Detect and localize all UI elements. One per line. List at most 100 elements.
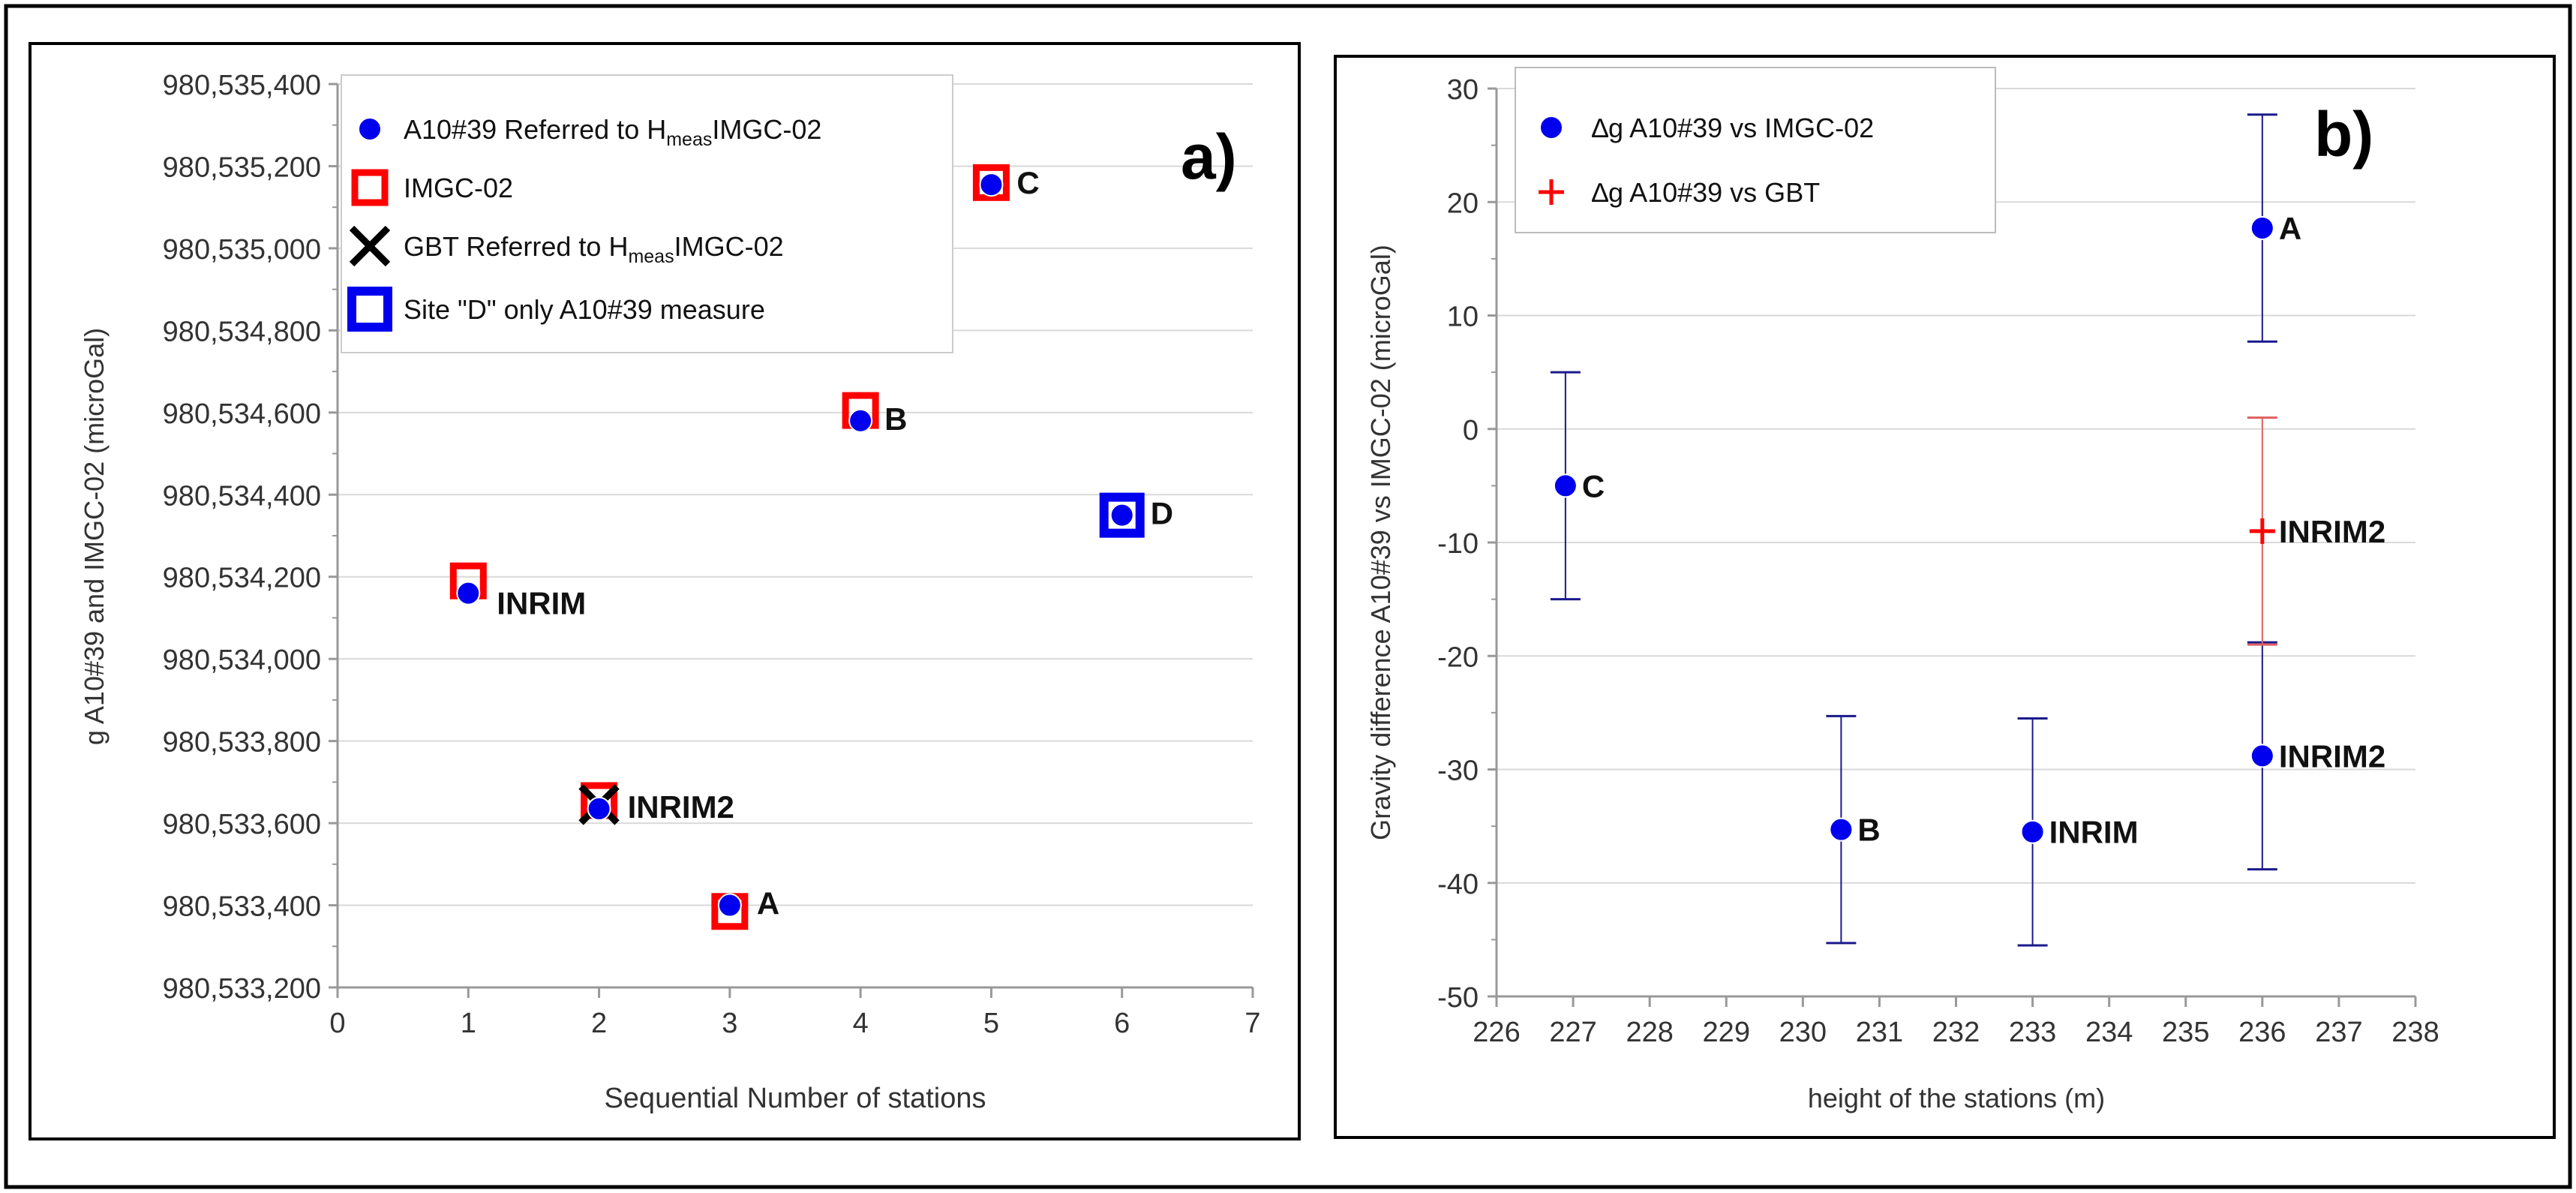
panel-a-point-circle <box>1109 503 1134 527</box>
panel-b-x-tick-label: 226 <box>1473 1017 1520 1048</box>
panel-a-y-tick-label: 980,534,000 <box>163 645 321 676</box>
panel-a-x-tick-label: 3 <box>722 1008 737 1039</box>
panel-a-y-tick-label: 980,535,000 <box>163 234 321 266</box>
panel-b-legend-symbol-circle <box>1539 116 1563 140</box>
panel-a-x-tick-label: 0 <box>329 1008 345 1039</box>
panel-a-point-label: A <box>757 886 779 921</box>
panel-b-y-tick-label: 20 <box>1447 188 1479 219</box>
panel-b-y-tick-label: -30 <box>1437 756 1479 787</box>
panel-a-legend-entry: IMGC-02 <box>404 173 513 203</box>
panel-a-y-tick-label: 980,534,400 <box>163 480 321 512</box>
panel-b-point-label: C <box>1582 468 1605 503</box>
panel-b-point-label: INRIM <box>2049 815 2139 850</box>
panel-b-x-tick-label: 238 <box>2391 1017 2439 1048</box>
panel-b-x-axis-label: height of the stations (m) <box>1808 1083 2105 1113</box>
panel-b-y-ticks: -50 -40 -30 -20 -10 0 10 20 30 <box>1437 74 1497 1014</box>
panel-a-y-tick-label: 980,535,200 <box>163 152 321 183</box>
panel-a-y-tick-label: 980,533,800 <box>163 727 321 759</box>
panel-b-point-circle <box>1829 817 1854 842</box>
panel-b-point-label: A <box>2279 211 2301 246</box>
panel-b-x-tick-label: 232 <box>1932 1017 1980 1048</box>
panel-b-point-label: B <box>1857 813 1880 848</box>
panel-a-marks <box>449 164 1145 930</box>
panel-b-x-tick-label: 228 <box>1626 1017 1673 1048</box>
panel-b-x-tick-label: 233 <box>2009 1017 2056 1048</box>
panel-b-marks <box>1550 113 2277 947</box>
panel-b-x-tick-label: 229 <box>1703 1017 1750 1048</box>
panel-a-y-ticks: 980,533,200 980,533,400 980,533,600 980,533… <box>163 70 338 1005</box>
panel-a-point-label: INRIM <box>497 586 586 621</box>
panel-b-legend: ∆g A10#39 vs IMGC-02 ∆g A10#39 vs GBT <box>1515 67 1996 233</box>
panel-a-point-label: C <box>1016 165 1039 200</box>
panel-a-y-tick-label: 980,535,400 <box>163 70 321 101</box>
panel-a-point-label: D <box>1151 496 1173 531</box>
panel-b-point-label: INRIM2 <box>2279 738 2385 774</box>
panel-a-x-tick-label: 6 <box>1114 1008 1130 1039</box>
panel-b-point-circle <box>2250 216 2274 241</box>
panel-a-x-tick-label: 1 <box>461 1008 476 1039</box>
panel-b-x-tick-label: 236 <box>2238 1017 2286 1048</box>
panel-a-x-tick-label: 4 <box>853 1008 869 1039</box>
panel-b-x-tick-label: 230 <box>1779 1017 1827 1048</box>
panel-b-y-tick-label: 10 <box>1447 302 1479 333</box>
panel-a-point-circle <box>848 408 873 433</box>
panel-b-label: b) <box>2314 99 2373 170</box>
panel-a-point-red-square <box>972 164 1010 201</box>
panel-b-x-tick-label: 235 <box>2162 1017 2209 1048</box>
panel-b: -50 -40 -30 -20 -10 0 10 20 30 226 227 228 229 230 23… <box>1334 55 2556 1139</box>
panel-b-legend-entry: ∆g A10#39 vs GBT <box>1592 177 1820 208</box>
panel-b-x-tick-label: 227 <box>1549 1017 1596 1048</box>
panel-a-y-axis-label: g A10#39 and IMGC-02 (microGal) <box>79 328 110 745</box>
panel-a-label: a) <box>1181 122 1237 192</box>
panel-a-y-tick-label: 980,534,800 <box>163 316 321 347</box>
panel-a-y-tick-label: 980,534,200 <box>163 563 321 594</box>
panel-b-x-tick-label: 234 <box>2085 1017 2133 1048</box>
panel-a-x-axis-label: Sequential Number of stations <box>604 1083 986 1114</box>
panel-a-x-tick-label: 2 <box>591 1008 607 1039</box>
panel-a-frame <box>29 42 1301 1140</box>
panel-a-point-circle <box>717 893 742 918</box>
panel-a-legend-entry: GBT Referred to HmeasIMGC-02 <box>404 231 784 267</box>
panel-a-legend-entry: A10#39 Referred to HmeasIMGC-02 <box>404 114 821 150</box>
panel-b-point-circle <box>2250 744 2274 768</box>
panel-a-y-tick-label: 980,533,400 <box>163 891 321 923</box>
panel-b-y-tick-label: -10 <box>1437 528 1479 560</box>
panel-a-legend-symbol-x-b <box>349 225 391 267</box>
panel-a-legend-box <box>341 74 953 353</box>
panel-b-y-tick-label: -50 <box>1437 982 1479 1014</box>
panel-a-legend-entry: Site "D" only A10#39 measure <box>404 294 765 325</box>
panel-a-point-circle <box>456 581 481 606</box>
panel-b-y-axis-label: Gravity difference A10#39 vs IMGC-02 (mi… <box>1365 245 1396 840</box>
panel-b-point-circle <box>2020 819 2045 844</box>
panel-b-frame <box>1334 55 2556 1139</box>
panel-a: 980,533,200 980,533,400 980,533,600 980,533… <box>29 42 1301 1140</box>
panel-a-point-label: INRIM2 <box>628 789 734 825</box>
panel-b-y-tick-label: -20 <box>1437 642 1479 673</box>
panel-b-y-tick-label: 30 <box>1447 74 1479 106</box>
panel-a-y-tick-label: 980,533,600 <box>163 809 321 840</box>
panel-b-x-tick-label: 237 <box>2315 1017 2362 1048</box>
panel-a-legend-symbol-blue-square <box>347 287 392 332</box>
panel-a-legend-symbol-circle <box>358 117 382 141</box>
panel-b-y-tick-label: -40 <box>1437 869 1479 900</box>
panel-a-legend: A10#39 Referred to HmeasIMGC-02 IMGC-02 GB… <box>341 74 953 353</box>
panel-a-x-tick-label: 7 <box>1244 1008 1260 1039</box>
panel-a-x-tick-label: 5 <box>983 1008 999 1039</box>
panel-b-legend-box <box>1515 67 1996 233</box>
panel-a-point-circle <box>979 173 1004 197</box>
panel-b-point-label: INRIM2 <box>2279 514 2385 549</box>
panel-a-point-circle <box>587 796 611 821</box>
panel-b-y-tick-label: 0 <box>1463 415 1479 446</box>
panel-b-x-tick-label: 231 <box>1856 1017 1903 1048</box>
panel-b-legend-entry: ∆g A10#39 vs IMGC-02 <box>1592 113 1874 143</box>
panel-b-x-ticks: 226 227 228 229 230 231 232 233 234 235 236 237 238 <box>1473 996 2439 1048</box>
panel-a-x-ticks: 0 1 2 3 4 5 6 7 <box>329 987 1261 1039</box>
panel-a-point-label: B <box>884 401 907 437</box>
panel-a-point-labels: INRIM INRIM2 A B C D <box>497 165 1173 921</box>
panel-a-y-tick-label: 980,534,600 <box>163 398 321 430</box>
panel-a-legend-symbol-red-square <box>351 169 389 206</box>
panel-b-point-circle <box>1553 473 1578 498</box>
panel-b-point-labels: C B INRIM A INRIM2 INRIM2 <box>1582 211 2385 850</box>
